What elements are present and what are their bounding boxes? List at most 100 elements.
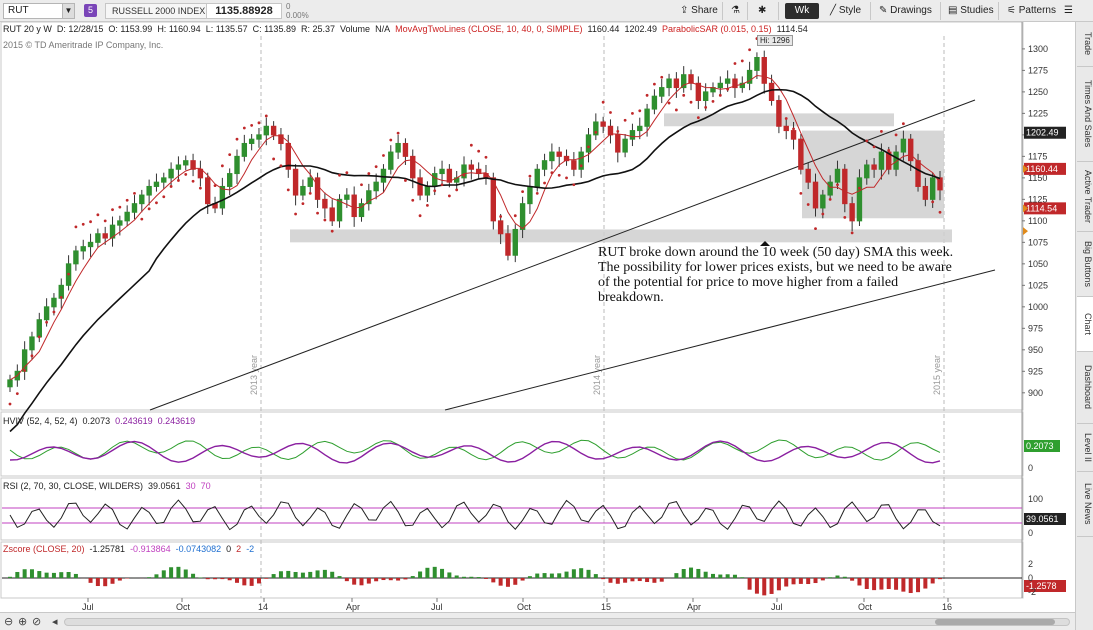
- candle-body: [109, 224, 116, 239]
- hviv-label[interactable]: HVIV (52, 4, 52, 4): [3, 416, 78, 426]
- sar-dot: [162, 195, 166, 199]
- symbol-input[interactable]: RUT ▼: [3, 3, 75, 19]
- candle-body: [739, 82, 745, 89]
- sar-dot: [184, 173, 188, 176]
- candle-body: [461, 164, 467, 179]
- scroll-left-icon[interactable]: ◂: [52, 616, 58, 628]
- candle-body: [131, 203, 138, 213]
- share-button[interactable]: ⇪ Share: [676, 2, 722, 20]
- candle-body: [673, 78, 680, 89]
- candle-body: [388, 151, 394, 170]
- zscore-bar: [191, 573, 196, 578]
- side-tab-trade[interactable]: Trade: [1077, 22, 1093, 67]
- flask-icon[interactable]: ⚗: [731, 5, 740, 16]
- zscore-bar: [432, 566, 437, 578]
- sar-dot: [89, 220, 92, 224]
- zscore-bar: [930, 578, 935, 584]
- side-tab-times-and-sales[interactable]: Times And Sales: [1077, 67, 1093, 162]
- side-tab-live-news[interactable]: Live News: [1077, 472, 1093, 537]
- toolbar-divider: [722, 2, 723, 20]
- zscore-bar: [396, 578, 401, 581]
- candle-body: [578, 151, 584, 170]
- menu-icon[interactable]: ☰: [1064, 5, 1073, 16]
- zscore-flag-label: -1.2578: [1026, 581, 1057, 591]
- side-tab-dashboard[interactable]: Dashboard: [1077, 352, 1093, 424]
- zscore-bar: [586, 569, 591, 578]
- x-tick-label: Oct: [176, 602, 191, 612]
- sar-dot: [257, 121, 261, 125]
- candle-body: [556, 151, 562, 157]
- sar-dot: [623, 118, 627, 122]
- zscore-bar: [652, 578, 657, 583]
- zscore-bar: [549, 573, 554, 578]
- x-tick-label: Oct: [858, 602, 873, 612]
- bar-low: L: 1135.57: [205, 24, 248, 34]
- pencil-icon: ✎: [879, 5, 888, 16]
- sar-dot: [74, 225, 78, 229]
- gear-icon[interactable]: ✱: [758, 5, 767, 16]
- sar-dot: [59, 295, 63, 299]
- symbol-dropdown-icon[interactable]: ▼: [62, 4, 74, 18]
- timeframe-button[interactable]: Wk: [785, 3, 819, 19]
- sar-dot: [799, 191, 803, 195]
- zscore-bar: [256, 578, 261, 584]
- scrollbar-thumb[interactable]: [935, 619, 1055, 625]
- candle-body: [29, 336, 35, 351]
- zoom-in-icon[interactable]: ⊕: [18, 616, 28, 628]
- candle-body: [102, 233, 108, 239]
- zscore-bar: [535, 573, 540, 578]
- rsi-header: RSI (2, 70, 30, CLOSE, WILDERS) 39.0561 30…: [3, 481, 216, 491]
- zscore-bar: [213, 578, 218, 580]
- zscore-bar: [527, 576, 532, 578]
- top-toolbar: RUT ▼ 5 RUSSELL 2000 INDEX 1135.88928 0 …: [0, 0, 1093, 22]
- candle-body: [402, 142, 409, 157]
- share-label: Share: [691, 5, 718, 16]
- zscore-label[interactable]: Zscore (CLOSE, 20): [3, 544, 85, 554]
- sar-dot: [455, 188, 459, 192]
- candle-body: [629, 130, 636, 140]
- zscore-bar: [205, 578, 210, 580]
- sar-dot: [264, 114, 268, 118]
- sar-dot: [81, 222, 85, 226]
- sar-dot: [147, 207, 151, 211]
- price-tick-label: 1100: [1028, 216, 1047, 226]
- zscore-bar: [103, 578, 108, 587]
- zscore-bar: [615, 578, 620, 584]
- drawings-button[interactable]: ✎ Drawings: [875, 2, 936, 20]
- chart-scrollbar[interactable]: [64, 618, 1070, 626]
- zoom-fit-icon[interactable]: ⊘: [32, 616, 42, 628]
- zscore-bar: [681, 569, 686, 578]
- zscore-bar: [286, 570, 291, 578]
- zscore-bar: [476, 577, 481, 578]
- candle-body: [512, 228, 518, 256]
- chart-annotation[interactable]: RUT broke down around the 10 week (50 da…: [598, 245, 954, 305]
- sar-dot: [616, 130, 620, 133]
- zscore-bar: [732, 574, 737, 578]
- candle-body: [87, 241, 94, 248]
- zscore-bar: [344, 578, 349, 582]
- rsi-label[interactable]: RSI (2, 70, 30, CLOSE, WILDERS): [3, 481, 144, 491]
- price-chart[interactable]: 2013 year 2014 year 2015 year 900 925 950 975…: [0, 0, 1075, 612]
- hviv-value-3: 0.243619: [157, 416, 196, 426]
- link-group-badge[interactable]: 5: [84, 4, 97, 17]
- trendline-lower: [444, 269, 996, 411]
- side-tab-chart[interactable]: Chart: [1077, 297, 1093, 352]
- style-button[interactable]: ╱ Style: [826, 2, 865, 20]
- sar-study-label[interactable]: ParabolicSAR (0.015, 0.15): [662, 24, 772, 34]
- side-tab-level-ii[interactable]: Level II: [1077, 424, 1093, 472]
- side-tab-big-buttons[interactable]: Big Buttons: [1077, 232, 1093, 297]
- zoom-out-icon[interactable]: ⊖: [4, 616, 14, 628]
- sar-dot: [96, 213, 100, 217]
- candle-body: [314, 177, 321, 200]
- sar-dot: [308, 191, 312, 195]
- sar-dot: [286, 188, 290, 192]
- studies-button[interactable]: ▤ Studies: [944, 2, 998, 20]
- candle-body: [468, 164, 475, 170]
- rsi-flag-label: 39.0561: [1026, 514, 1059, 524]
- zscore-bar: [864, 578, 869, 589]
- candle-body: [505, 233, 511, 256]
- mav-study-label[interactable]: MovAvgTwoLines (CLOSE, 10, 40, 0, SIMPLE…: [395, 24, 583, 34]
- patterns-button[interactable]: ⚟ Patterns: [1003, 2, 1060, 20]
- side-tab-active-trader[interactable]: Active Trader: [1077, 162, 1093, 232]
- sar-dot: [814, 227, 817, 230]
